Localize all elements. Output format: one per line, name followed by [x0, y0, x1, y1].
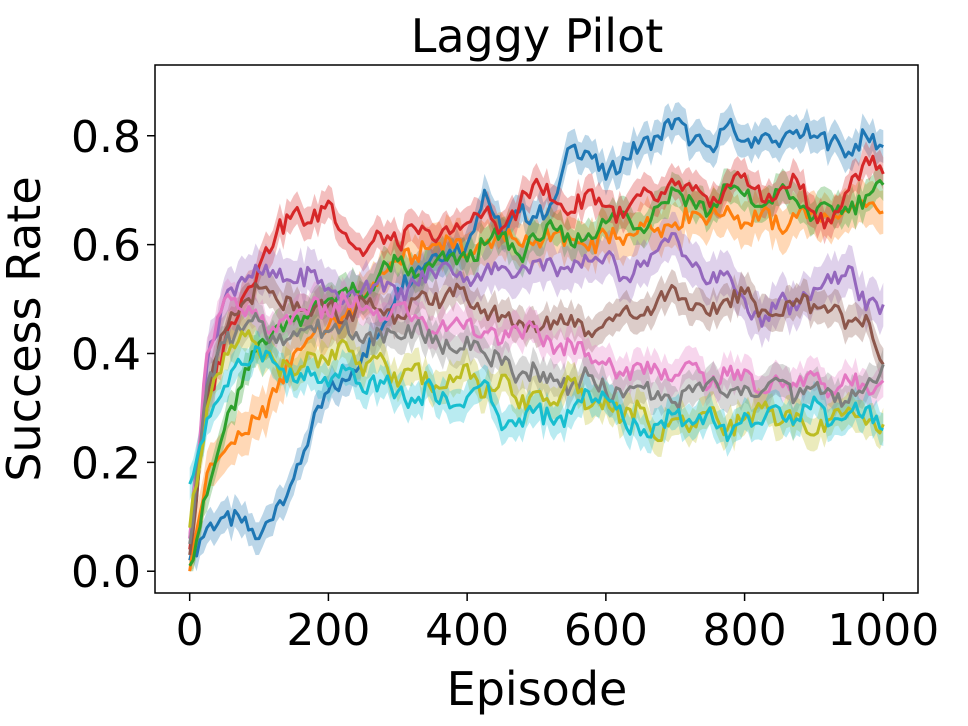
y-axis-title: Success Rate — [0, 176, 51, 481]
confidence-bands — [189, 102, 884, 572]
y-tick-label: 0.6 — [71, 221, 141, 272]
x-axis-ticks: 0 200 400 600 800 1000 — [176, 593, 939, 656]
x-tick-label: 200 — [286, 605, 370, 656]
y-tick-label: 0.8 — [71, 112, 141, 163]
series-line-4 — [188, 154, 885, 550]
x-axis-title: Episode — [447, 662, 628, 716]
series-band-4 — [189, 139, 884, 566]
y-tick-label: 0.4 — [71, 329, 141, 380]
series-line-5 — [188, 232, 885, 539]
x-tick-label: 1000 — [827, 605, 939, 656]
series-line-3 — [188, 179, 885, 567]
plot-frame — [154, 64, 919, 594]
y-tick-label: 0.0 — [71, 547, 141, 598]
chart-title: Laggy Pilot — [411, 9, 664, 63]
series-line-7 — [188, 291, 885, 539]
y-axis-ticks: 0.0 0.2 0.4 0.6 0.8 — [71, 112, 155, 598]
series-band-3 — [189, 164, 884, 572]
series-line-10 — [188, 345, 884, 485]
x-tick-label: 800 — [703, 605, 787, 656]
x-tick-label: 600 — [564, 605, 648, 656]
x-tick-label: 0 — [176, 605, 204, 656]
series-band-10 — [189, 330, 884, 501]
series-lines — [188, 116, 885, 572]
series-band-1 — [189, 102, 884, 572]
series-line-1 — [188, 116, 884, 561]
series-line-8 — [188, 312, 885, 545]
x-tick-label: 400 — [425, 605, 509, 656]
y-tick-label: 0.2 — [71, 438, 141, 489]
series-band-8 — [189, 297, 884, 561]
